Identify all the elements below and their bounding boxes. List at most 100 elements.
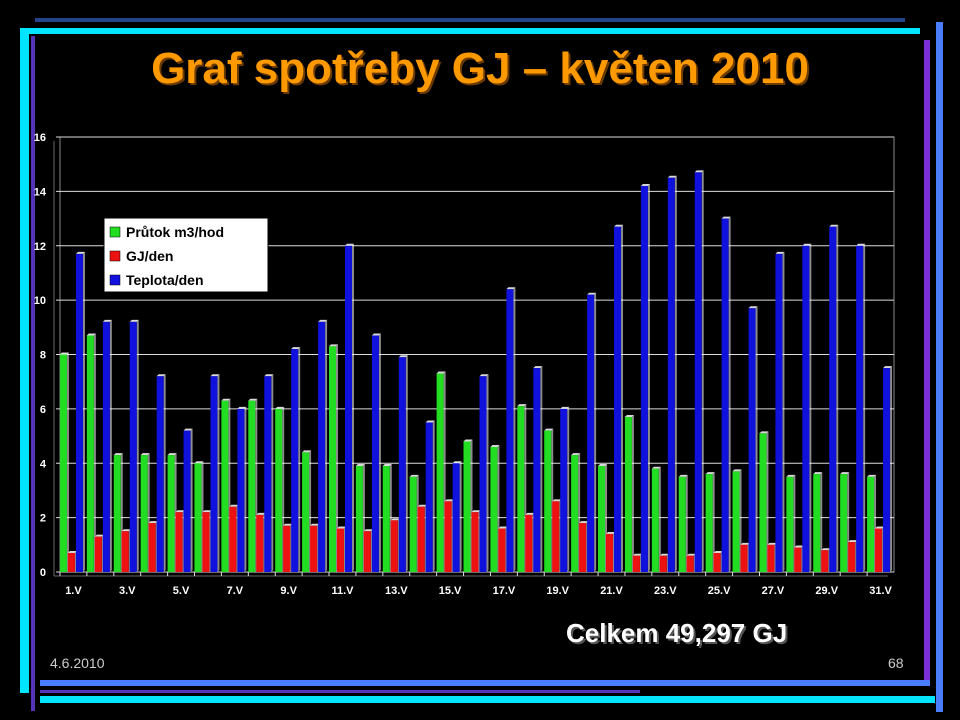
bar-top-face [775,251,785,254]
bar-side-face [766,431,769,572]
bar-gj-den [498,528,506,572]
bar-teplota-den [533,368,541,572]
x-tick-label: 5.V [173,585,190,597]
bar-pr-tok-m3-hod [221,400,229,572]
bar-side-face [298,347,301,572]
bar-top-face [75,251,85,254]
bar-top-face [759,431,769,434]
bar-top-face [598,463,608,466]
bar-pr-tok-m3-hod [328,346,336,572]
bar-side-face [836,224,839,572]
bar-top-face [237,406,247,409]
bar-gj-den [229,506,237,572]
x-tick-label: 25.V [708,585,731,597]
bar-gj-den [848,542,856,572]
bar-top-face [102,319,112,322]
y-tick-label: 8 [40,350,46,362]
bar-top-face [210,374,220,377]
bar-pr-tok-m3-hod [786,476,794,572]
bar-gj-den [417,506,425,572]
bar-teplota-den [802,245,810,572]
bar-top-face [686,553,696,556]
bar-top-face [194,461,204,464]
bar-top-face [318,319,328,322]
bar-side-face [621,224,624,572]
bar-teplota-den [75,253,83,572]
bar-top-face [624,415,634,418]
bar-top-face [390,518,400,521]
bar-pr-tok-m3-hod [86,335,94,572]
bar-top-face [371,333,381,336]
bar-teplota-den [587,294,595,572]
bar-top-face [802,243,812,246]
bar-pr-tok-m3-hod [194,463,202,572]
frame-bottom-blue [40,680,930,686]
x-tick-label: 17.V [493,585,516,597]
bar-gj-den [632,555,640,572]
bar-top-face [355,463,365,466]
bar-gj-den [148,523,156,572]
x-tick-label: 3.V [119,585,136,597]
legend-swatch [109,250,121,262]
bar-gj-den [121,531,129,572]
bar-top-face [767,542,777,545]
bar-side-face [351,243,354,572]
bar-top-face [167,453,177,456]
bar-top-face [544,428,554,431]
bar-side-face [136,319,139,572]
bar-top-face [732,469,742,472]
bar-top-face [748,306,758,309]
bar-top-face [156,374,166,377]
bar-pr-tok-m3-hod [140,455,148,572]
frame-right-blue [936,22,943,712]
x-tick-label: 1.V [65,585,82,597]
bar-top-face [490,444,500,447]
bar-teplota-den [614,226,622,572]
bar-top-face [436,371,446,374]
bar-teplota-den [452,463,460,572]
bar-side-face [540,366,543,572]
bar-side-face [217,374,220,572]
bar-top-face [302,450,312,453]
bar-pr-tok-m3-hod [678,476,686,572]
bar-top-face [471,510,481,513]
bar-side-face [109,319,112,572]
bar-pr-tok-m3-hod [382,465,390,572]
bar-gj-den [767,544,775,572]
bar-gj-den [794,547,802,572]
bar-pr-tok-m3-hod [355,465,363,572]
bar-pr-tok-m3-hod [113,455,121,572]
legend-label: Teplota/den [126,272,204,288]
bar-top-face [867,474,877,477]
bar-top-face [632,553,642,556]
bar-teplota-den [560,408,568,572]
y-tick-label: 14 [34,186,47,198]
bar-side-face [405,355,408,572]
legend-label: Průtok m3/hod [126,224,224,240]
bar-gj-den [875,528,883,572]
y-tick-label: 4 [40,458,47,470]
bar-side-face [271,374,274,572]
bar-top-face [86,333,96,336]
bar-pr-tok-m3-hod [867,476,875,572]
bar-top-face [571,453,581,456]
frame-right-purple [924,40,930,680]
bar-teplota-den [883,368,891,572]
bar-side-face [486,374,489,572]
bar-teplota-den [506,289,514,572]
bar-gj-den [471,512,479,572]
bar-pr-tok-m3-hod [544,430,552,572]
bar-top-face [740,542,750,545]
bar-top-face [291,347,301,350]
bar-side-face [863,243,866,572]
bar-pr-tok-m3-hod [651,468,659,572]
bar-top-face [452,461,462,464]
bar-top-face [651,466,661,469]
bar-side-face [701,170,704,572]
bar-top-face [606,531,616,534]
bar-side-face [890,366,893,572]
bar-teplota-den [667,177,675,572]
bar-side-face [244,406,247,572]
bar-teplota-den [371,335,379,572]
